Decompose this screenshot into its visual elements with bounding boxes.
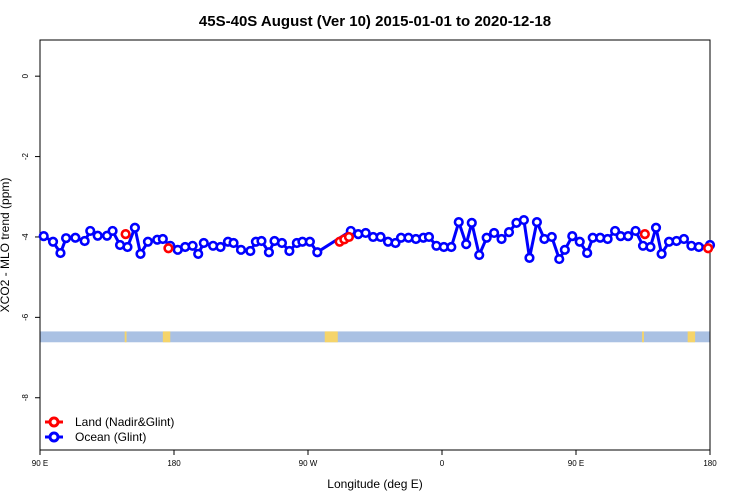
land-patch bbox=[687, 331, 696, 343]
ocean-point bbox=[193, 248, 204, 259]
ocean-point bbox=[531, 216, 543, 228]
ocean-point bbox=[650, 222, 662, 233]
ocean-point bbox=[645, 241, 656, 253]
land-point bbox=[703, 243, 714, 254]
ocean-point bbox=[187, 240, 198, 251]
ocean-point bbox=[47, 236, 59, 247]
ocean-point bbox=[215, 241, 226, 253]
ocean-point bbox=[678, 233, 690, 245]
ocean-point bbox=[466, 217, 477, 228]
ocean-point bbox=[567, 231, 578, 242]
ocean-point bbox=[284, 245, 295, 257]
x-axis-label: Longitude (deg E) bbox=[327, 477, 422, 491]
legend-ocean-label: Ocean (Glint) bbox=[75, 430, 146, 444]
ocean-band bbox=[40, 331, 710, 343]
ocean-point bbox=[228, 237, 239, 249]
legend-ocean-marker bbox=[48, 431, 60, 443]
ocean-point bbox=[79, 235, 90, 247]
chart-title: 45S-40S August (Ver 10) 2015-01-01 to 20… bbox=[199, 13, 551, 30]
ocean-point bbox=[503, 227, 515, 238]
ocean-point bbox=[198, 237, 209, 249]
ocean-point bbox=[235, 244, 247, 255]
ocean-point bbox=[559, 244, 570, 255]
ocean-point bbox=[623, 231, 634, 242]
ocean-point bbox=[693, 241, 704, 253]
ocean-point bbox=[481, 232, 492, 243]
ocean-point bbox=[582, 247, 593, 259]
ocean-point bbox=[496, 233, 507, 245]
x-tick-label: 90 W bbox=[299, 459, 318, 468]
land-point bbox=[120, 229, 131, 240]
land-point bbox=[639, 229, 650, 240]
ocean-point bbox=[276, 237, 288, 249]
ocean-point bbox=[55, 247, 66, 259]
ocean-point bbox=[489, 227, 500, 239]
ocean-point bbox=[60, 233, 72, 244]
ocean-point bbox=[85, 225, 96, 237]
ocean-point bbox=[461, 239, 472, 250]
y-axis: 0 -2 -4 -6 -8 bbox=[21, 73, 40, 401]
ocean-point bbox=[122, 241, 133, 253]
land-patch bbox=[124, 331, 127, 343]
land-patch bbox=[642, 331, 644, 343]
series-layer bbox=[38, 214, 716, 265]
ocean-point bbox=[157, 233, 168, 245]
ocean-point bbox=[107, 225, 118, 237]
legend-land-marker bbox=[48, 416, 60, 428]
ocean-series bbox=[38, 214, 716, 265]
x-tick-label: 0 bbox=[440, 459, 445, 468]
land-point bbox=[163, 243, 174, 254]
y-tick-label: -8 bbox=[21, 394, 30, 402]
ocean-point bbox=[446, 241, 457, 253]
ocean-point bbox=[256, 235, 267, 247]
x-tick-label: 90 E bbox=[568, 459, 584, 468]
x-tick-label: 90 E bbox=[32, 459, 48, 468]
x-tick-label: 180 bbox=[167, 459, 181, 468]
land-ocean-band bbox=[40, 331, 710, 343]
legend: Land (Nadir&Glint) Ocean (Glint) bbox=[45, 415, 174, 444]
y-tick-label: -2 bbox=[21, 152, 30, 160]
plot-frame bbox=[39, 39, 711, 451]
ocean-point bbox=[524, 252, 535, 263]
ocean-point bbox=[574, 236, 585, 247]
ocean-point bbox=[375, 231, 386, 243]
ocean-point bbox=[423, 231, 435, 243]
ocean-point bbox=[474, 249, 485, 261]
land-patch bbox=[162, 331, 171, 343]
y-axis-label: XCO2 - MLO trend (ppm) bbox=[0, 178, 12, 313]
x-axis: 90 E 180 90 W 0 90 E 180 bbox=[32, 450, 717, 468]
ocean-point bbox=[602, 233, 613, 245]
ocean-point bbox=[656, 248, 667, 259]
legend-land-label: Land (Nadir&Glint) bbox=[75, 415, 174, 429]
ocean-point bbox=[92, 230, 103, 241]
ocean-point bbox=[360, 227, 371, 239]
y-tick-label: -4 bbox=[21, 233, 30, 241]
ocean-point bbox=[630, 225, 641, 237]
land-point bbox=[343, 231, 355, 243]
ocean-point bbox=[312, 247, 323, 258]
ocean-point bbox=[70, 232, 81, 243]
ocean-point bbox=[263, 247, 275, 258]
land-patch bbox=[324, 331, 338, 343]
ocean-point bbox=[135, 248, 146, 259]
y-tick-label: 0 bbox=[21, 73, 30, 78]
ocean-point bbox=[518, 214, 529, 226]
y-tick-label: -6 bbox=[21, 313, 30, 321]
land-series bbox=[120, 229, 714, 254]
ocean-point bbox=[304, 236, 315, 247]
ocean-point bbox=[546, 231, 557, 243]
ocean-point bbox=[245, 245, 256, 257]
ocean-point bbox=[453, 216, 464, 228]
ocean-point bbox=[38, 231, 49, 242]
ocean-point bbox=[554, 253, 565, 265]
ocean-point bbox=[142, 236, 154, 247]
x-tick-label: 180 bbox=[703, 459, 717, 468]
ocean-point bbox=[129, 222, 141, 233]
